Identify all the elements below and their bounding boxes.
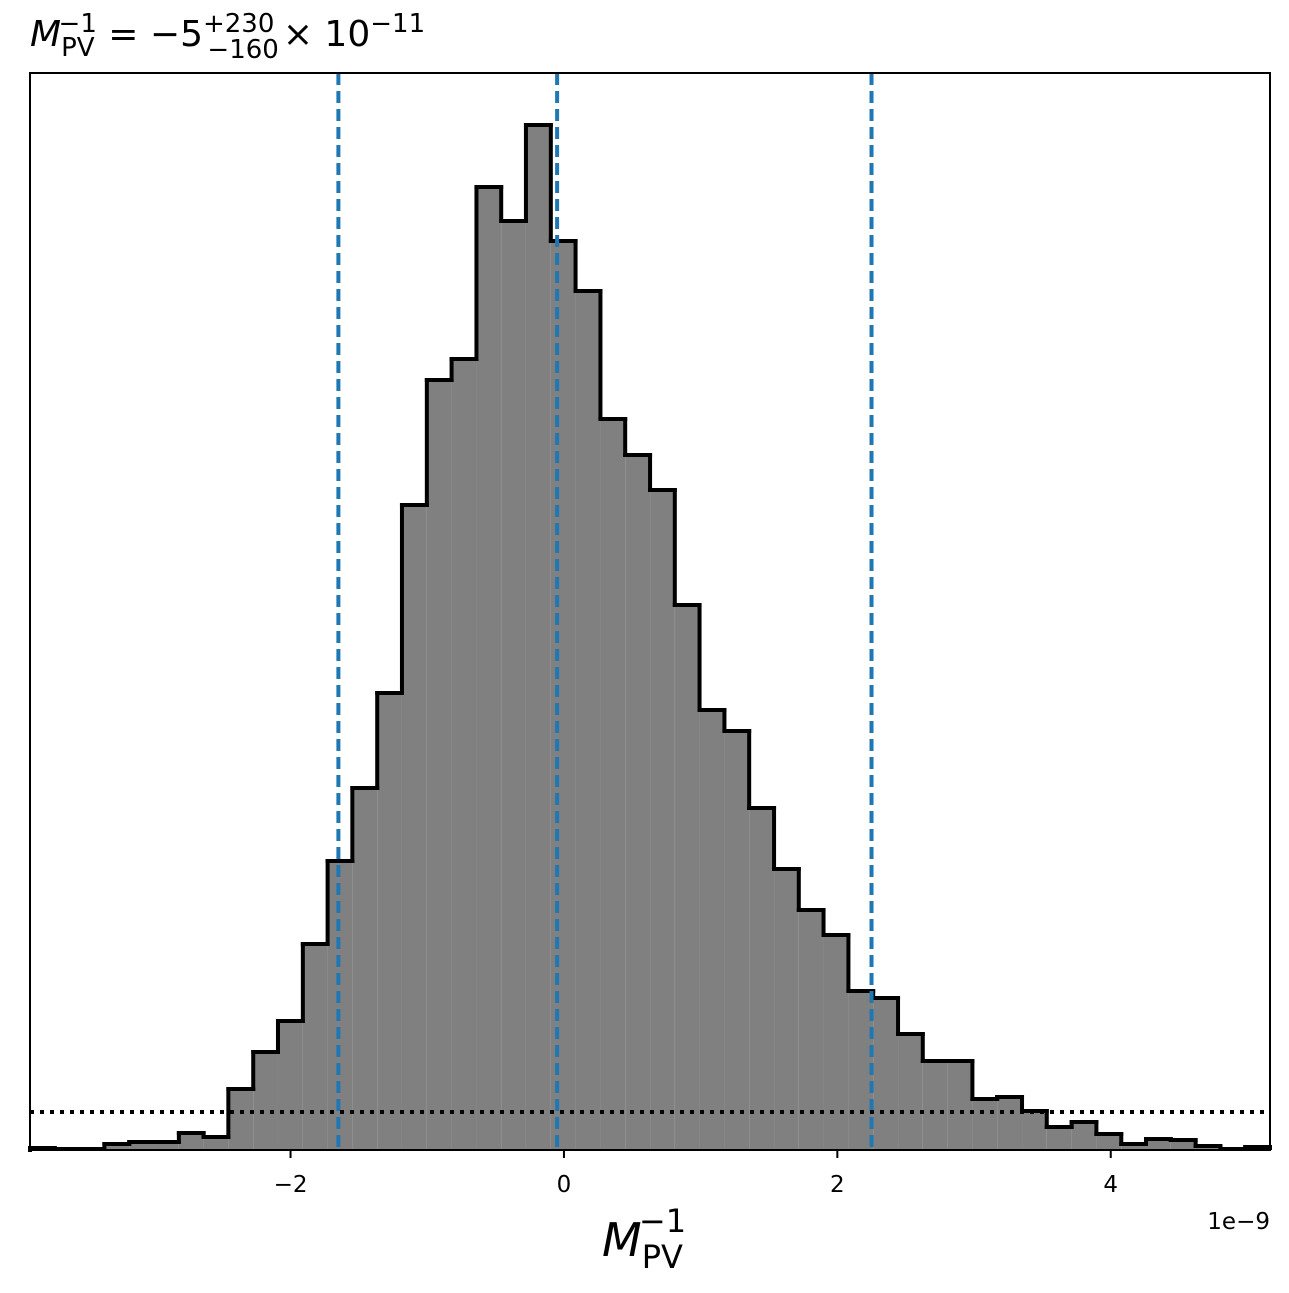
title-symbol: M — [30, 14, 61, 55]
bar — [947, 1061, 973, 1150]
bar — [1046, 1127, 1072, 1150]
bar — [203, 1137, 229, 1150]
bar — [1170, 1140, 1196, 1150]
bar — [922, 1061, 948, 1150]
bar — [1121, 1144, 1147, 1150]
bar — [253, 1052, 278, 1150]
title-upper: +230 — [203, 9, 274, 39]
bar — [277, 1021, 303, 1150]
bar — [401, 505, 427, 1150]
bar — [178, 1133, 204, 1150]
bar — [997, 1097, 1023, 1150]
bar — [426, 380, 452, 1150]
bar — [724, 731, 750, 1150]
bar — [451, 359, 477, 1150]
title-equals: = −5 — [97, 14, 203, 55]
bar — [749, 808, 775, 1150]
title-superscript: −1 — [59, 9, 97, 39]
plot-frame — [29, 72, 1271, 1151]
xlabel-symbol: M — [602, 1213, 642, 1267]
bar — [1022, 1111, 1047, 1150]
bar — [600, 419, 626, 1150]
bar — [674, 605, 700, 1150]
bar — [129, 1142, 154, 1150]
x-tick-label: 2 — [830, 1172, 845, 1198]
bar — [352, 788, 378, 1150]
bar — [1071, 1122, 1097, 1150]
bar — [377, 693, 402, 1150]
bar — [1146, 1139, 1171, 1150]
bar — [153, 1142, 179, 1150]
bar — [774, 869, 799, 1150]
bar — [898, 1034, 923, 1150]
bar — [848, 991, 874, 1150]
bar — [476, 187, 502, 1150]
x-offset-text: 1e−9 — [1207, 1209, 1270, 1235]
x-tick-label: 4 — [1103, 1172, 1118, 1198]
bar — [302, 944, 328, 1150]
bar — [575, 291, 601, 1150]
bar — [550, 241, 576, 1150]
x-tick-label: 0 — [557, 1172, 572, 1198]
bar — [823, 935, 849, 1150]
title-subscript: PV — [61, 33, 95, 63]
bar — [228, 1089, 254, 1150]
bar — [625, 455, 651, 1150]
bar — [1096, 1134, 1122, 1150]
bar — [650, 490, 675, 1150]
chart-title: MPV−1 = −5+230 −160 × 10−11 — [30, 9, 425, 65]
title-times: × 10 — [283, 14, 370, 55]
bar — [972, 1099, 998, 1150]
x-tick-label: −2 — [274, 1172, 308, 1198]
bar — [104, 1144, 130, 1150]
x-axis-label: MPV−1 — [602, 1202, 686, 1276]
title-lower: −160 — [207, 35, 278, 65]
bar — [699, 710, 725, 1150]
bar — [501, 221, 526, 1150]
xlabel-superscript: −1 — [639, 1202, 686, 1240]
bar — [525, 125, 551, 1150]
title-exponent: −11 — [370, 9, 425, 39]
xlabel-subscript: PV — [642, 1238, 683, 1276]
bar — [873, 998, 899, 1150]
